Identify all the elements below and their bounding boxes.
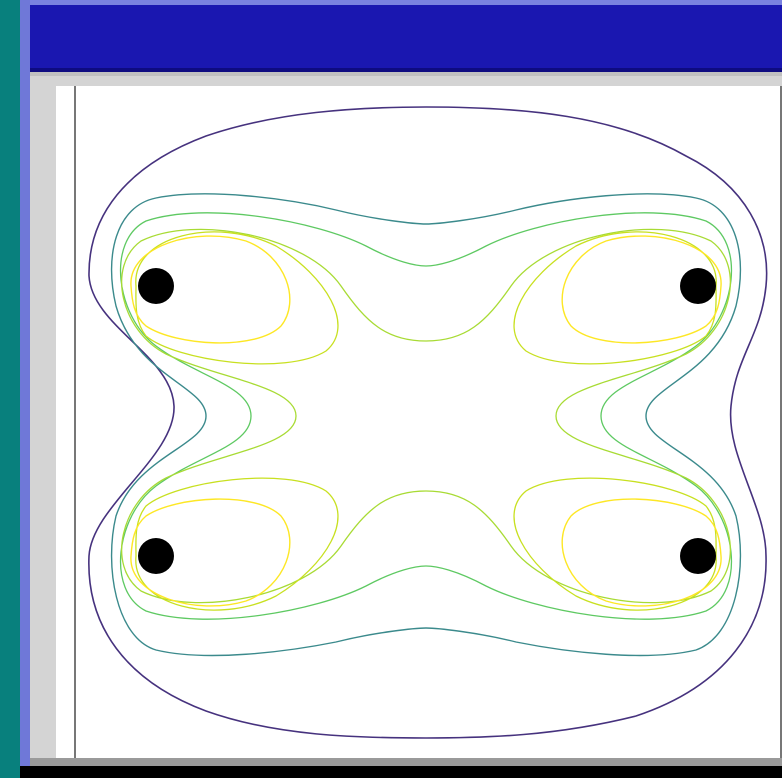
contour-level-2 [110,193,742,657]
contour-inner-tl [130,235,291,344]
contour-level-4 [121,228,731,604]
contour-lobe-bl [135,477,339,611]
contour-inner-bl [130,498,291,607]
window-left-border [20,0,30,778]
window-titlebar[interactable] [30,0,782,72]
window-scrollbar-track[interactable] [30,758,782,766]
charge-bottom-right [680,538,716,574]
contour-level-1 [88,106,768,739]
contour-inner-tr [561,235,722,344]
charge-bottom-left [138,538,174,574]
taskbar-edge [20,766,782,778]
contour-level-3 [119,212,733,620]
app-window [20,0,782,778]
contour-lobe-tr [513,231,717,365]
contour-plot [74,86,782,758]
window-client-area [30,76,782,758]
contour-lobe-tl [135,231,339,365]
plot-canvas [56,86,782,758]
contour-lobe-br [513,477,717,611]
contour-inner-br [561,498,722,607]
charge-top-right [680,268,716,304]
charge-top-left [138,268,174,304]
desktop-background [0,0,20,778]
